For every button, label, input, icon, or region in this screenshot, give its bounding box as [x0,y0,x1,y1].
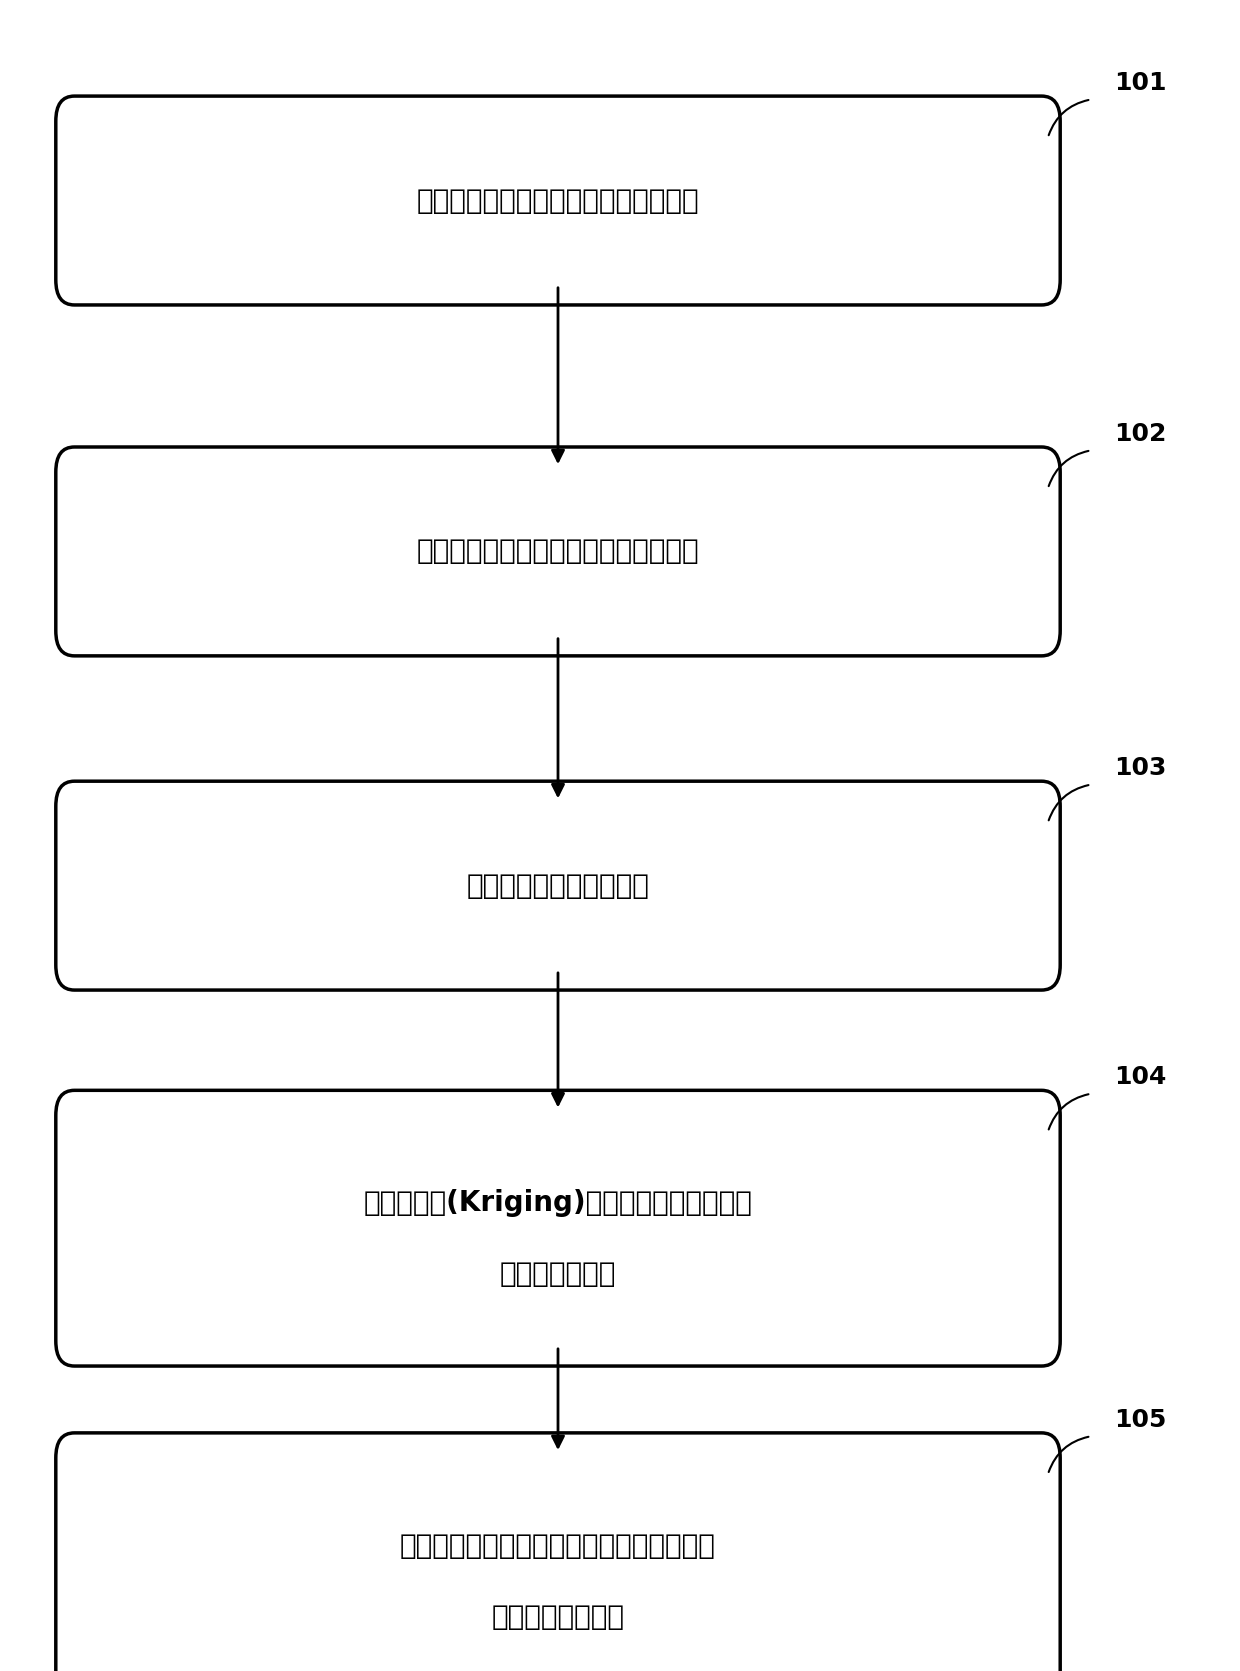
FancyBboxPatch shape [56,1091,1060,1367]
Text: 选取特征分布式光纤声波传感器的位置: 选取特征分布式光纤声波传感器的位置 [417,538,699,565]
Text: 根据多个微地震震源的空间位置选取最精准: 根据多个微地震震源的空间位置选取最精准 [401,1532,715,1559]
FancyBboxPatch shape [56,95,1060,304]
Text: 102: 102 [1115,421,1167,446]
Text: 101: 101 [1115,70,1167,95]
Text: 104: 104 [1115,1064,1167,1089]
FancyBboxPatch shape [56,782,1060,989]
FancyBboxPatch shape [56,446,1060,655]
Text: 的微地震震源位置: 的微地震震源位置 [491,1602,625,1631]
Text: 105: 105 [1115,1407,1167,1432]
Text: 计算微地震位置空间数据: 计算微地震位置空间数据 [466,872,650,899]
FancyBboxPatch shape [56,1432,1060,1671]
Text: 获取分布式光纤声波传感器的空间位置: 获取分布式光纤声波传感器的空间位置 [417,187,699,214]
Text: 采用克里金(Kriging)插值法迭代计算微地震: 采用克里金(Kriging)插值法迭代计算微地震 [363,1190,753,1216]
Text: 103: 103 [1115,755,1167,780]
Text: 震源的空间位置: 震源的空间位置 [500,1260,616,1288]
